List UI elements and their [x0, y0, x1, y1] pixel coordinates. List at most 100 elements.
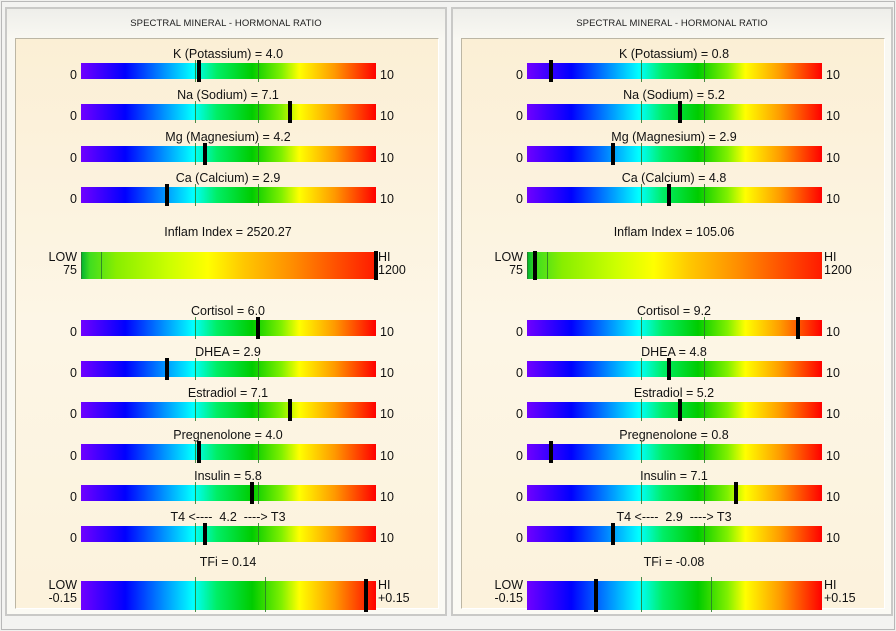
range-tick	[704, 60, 705, 82]
magnesium-bar	[81, 146, 376, 162]
cortisol-max: 10	[826, 325, 840, 339]
calcium-marker	[667, 184, 671, 206]
range-tick	[258, 441, 259, 463]
t4-t3-max: 10	[380, 531, 394, 545]
estradiol-marker	[678, 399, 682, 421]
inflam-index-marker	[533, 251, 537, 280]
inflam-index-bar	[81, 252, 376, 279]
range-tick	[195, 523, 196, 545]
t4-t3-label: T4 <---- 4.2 ----> T3	[170, 510, 286, 524]
magnesium-max: 10	[826, 151, 840, 165]
range-tick	[641, 441, 642, 463]
cortisol-label: Cortisol = 6.0	[191, 304, 265, 318]
estradiol-label: Estradiol = 5.2	[633, 386, 715, 400]
magnesium-max: 10	[380, 151, 394, 165]
estradiol-min: 0	[70, 407, 77, 421]
estradiol-gauge: Estradiol = 5.2 0 10	[462, 386, 886, 426]
pregnenolone-gauge: Pregnenolone = 4.0 0 10	[16, 428, 440, 468]
t4-t3-bar	[527, 526, 822, 542]
calcium-max: 10	[826, 192, 840, 206]
insulin-bar	[81, 485, 376, 501]
range-tick	[704, 441, 705, 463]
cortisol-gauge: Cortisol = 6.0 0 10	[16, 304, 440, 344]
dhea-gauge: DHEA = 2.9 0 10	[16, 345, 440, 385]
dhea-max: 10	[826, 366, 840, 380]
gauges-container: K (Potassium) = 0.8 0 10 Na (Sodium) = 5.…	[461, 38, 886, 612]
tfi-bar	[527, 581, 822, 610]
t4-t3-bar	[81, 526, 376, 542]
tfi-label: TFi = 0.14	[199, 555, 257, 569]
magnesium-min: 0	[516, 151, 523, 165]
low-text: LOW	[494, 578, 523, 592]
low-value: -0.15	[494, 591, 524, 605]
potassium-gauge: K (Potassium) = 4.0 0 10	[16, 47, 440, 87]
range-tick	[704, 399, 705, 421]
range-tick	[704, 482, 705, 504]
range-tick	[258, 523, 259, 545]
insulin-label: Insulin = 7.1	[640, 469, 708, 483]
low-value: 75	[63, 263, 77, 277]
hi-value: +0.15	[824, 591, 856, 605]
calcium-max: 10	[380, 192, 394, 206]
estradiol-bar	[527, 402, 822, 418]
gauges-container: K (Potassium) = 4.0 0 10 Na (Sodium) = 7.…	[15, 38, 440, 612]
dhea-min: 0	[70, 366, 77, 380]
estradiol-gauge: Estradiol = 7.1 0 10	[16, 386, 440, 426]
sodium-gauge: Na (Sodium) = 7.1 0 10	[16, 88, 440, 128]
range-tick	[195, 143, 196, 165]
magnesium-min: 0	[70, 151, 77, 165]
estradiol-marker	[288, 399, 292, 421]
range-tick	[704, 143, 705, 165]
range-tick	[641, 184, 642, 206]
insulin-label: Insulin = 5.8	[194, 469, 262, 483]
range-tick	[81, 252, 82, 279]
low-text: LOW	[48, 250, 77, 264]
low-value: 75	[509, 263, 523, 277]
calcium-label: Ca (Calcium) = 4.8	[621, 171, 727, 185]
hi-text: HI	[378, 578, 391, 592]
tfi-hi-label: HI +0.15	[824, 579, 856, 605]
pregnenolone-label: Pregnenolone = 0.8	[619, 428, 729, 442]
low-text: LOW	[48, 578, 77, 592]
panel-title: SPECTRAL MINERAL - HORMONAL RATIO	[130, 18, 322, 29]
cortisol-gauge: Cortisol = 9.2 0 10	[462, 304, 886, 344]
cortisol-max: 10	[380, 325, 394, 339]
hi-value: 1200	[378, 263, 406, 277]
hi-value: +0.15	[378, 591, 410, 605]
range-tick	[704, 317, 705, 339]
pregnenolone-bar	[81, 444, 376, 460]
inflam-low-label: LOW 75	[493, 251, 523, 277]
insulin-marker	[734, 482, 738, 504]
range-tick	[195, 60, 196, 82]
inflam-index-gauge: Inflam Index = 2520.27 LOW 75 HI 1200	[16, 225, 440, 285]
sodium-marker	[678, 101, 682, 123]
range-tick	[711, 577, 712, 612]
calcium-label: Ca (Calcium) = 2.9	[175, 171, 281, 185]
insulin-max: 10	[826, 490, 840, 504]
range-tick	[195, 441, 196, 463]
inflam-low-label: LOW 75	[47, 251, 77, 277]
t4-t3-gauge: T4 <---- 4.2 ----> T3 0 10	[16, 510, 440, 550]
range-tick	[641, 482, 642, 504]
estradiol-label: Estradiol = 7.1	[187, 386, 269, 400]
cortisol-label: Cortisol = 9.2	[637, 304, 711, 318]
magnesium-marker	[203, 143, 207, 165]
range-tick	[195, 358, 196, 380]
range-tick	[101, 252, 102, 279]
dhea-marker	[667, 358, 671, 380]
range-tick	[704, 358, 705, 380]
pregnenolone-marker	[197, 441, 201, 463]
sodium-bar	[527, 104, 822, 120]
potassium-label: K (Potassium) = 0.8	[618, 47, 730, 61]
panel-left: SPECTRAL MINERAL - HORMONAL RATIO K (Pota…	[5, 7, 447, 616]
dhea-label: DHEA = 2.9	[195, 345, 261, 359]
low-value: -0.15	[48, 591, 78, 605]
range-tick	[641, 358, 642, 380]
potassium-gauge: K (Potassium) = 0.8 0 10	[462, 47, 886, 87]
t4-t3-min: 0	[516, 531, 523, 545]
dhea-marker	[165, 358, 169, 380]
calcium-gauge: Ca (Calcium) = 4.8 0 10	[462, 171, 886, 211]
calcium-gauge: Ca (Calcium) = 2.9 0 10	[16, 171, 440, 211]
potassium-max: 10	[826, 68, 840, 82]
range-tick	[641, 60, 642, 82]
